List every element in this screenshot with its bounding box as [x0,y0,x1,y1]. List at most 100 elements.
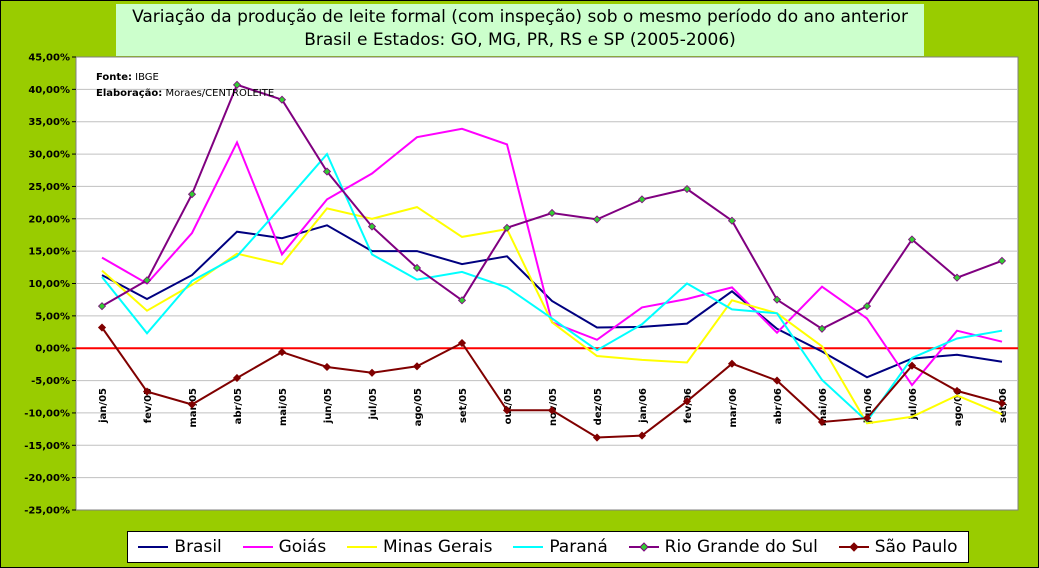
x-tick-label: abr/05 [233,388,244,424]
y-tick-label: 35,00% [28,117,70,128]
x-tick-label: out/05 [503,388,514,424]
data-point-sao-paulo [142,387,152,396]
x-tick-label: abr/06 [773,388,784,424]
source-note: Fonte: IBGE [96,72,159,83]
y-tick-label: 30,00% [28,150,70,161]
legend-swatch [347,546,378,548]
data-point-sao-paulo [862,414,872,423]
series-line-brasil [101,224,1003,379]
x-tick-label: nov/05 [548,388,559,426]
data-point-sao-paulo [412,362,422,371]
x-tick-label: jun/05 [323,388,334,424]
chart-title-box: Variação da produção de leite formal (co… [116,4,924,56]
data-point-sao-paulo [952,386,962,395]
y-tick-label: -5,00% [31,376,70,387]
data-point-rio-grande-do-sul [727,216,737,225]
data-point-rio-grande-do-sul [502,223,512,232]
data-point-rio-grande-do-sul [682,184,692,194]
data-point-sao-paulo [502,406,512,415]
data-point-rio-grande-do-sul [637,195,647,204]
x-tick-label: mai/06 [818,388,829,426]
data-point-rio-grande-do-sul [277,95,287,104]
series-line-minas-gerais [101,206,1003,425]
data-point-rio-grande-do-sul [952,273,962,282]
x-tick-label: ago/06 [953,388,964,426]
y-axis-ticks: -25,00% -20,00% -15,00% -10,00% -5,00% 0,00% 5… [24,53,76,517]
x-tick-label: jun/06 [863,388,874,424]
y-tick-label: 15,00% [28,247,70,258]
data-point-rio-grande-do-sul [97,302,107,311]
x-tick-label: ago/05 [413,388,424,426]
y-tick-label: -25,00% [24,506,70,517]
data-point-sao-paulo [547,406,557,415]
data-point-rio-grande-do-sul [817,324,827,333]
y-tick-label: 45,00% [28,53,70,64]
chart-title: Variação da produção de leite formal (co… [132,7,908,27]
data-point-sao-paulo [637,431,647,440]
legend-label: Brasil [174,537,222,557]
y-tick-label: 5,00% [35,311,70,322]
legend-swatch [513,546,544,548]
legend-swatch [628,542,659,552]
data-point-sao-paulo [187,400,197,409]
series-lines [97,80,1007,442]
x-tick-label: set/05 [458,388,469,423]
data-point-rio-grande-do-sul [322,167,332,176]
data-point-sao-paulo [277,348,287,357]
data-point-sao-paulo [997,399,1007,408]
legend: Brasil Goiás Minas Gerais Paraná Rio Grande … [127,531,969,563]
data-point-sao-paulo [232,373,242,383]
elaboration-value: Moraes/CENTROLEITE [165,88,274,99]
legend-item-sao-paulo: São Paulo [838,537,958,557]
legend-label: Paraná [549,537,608,557]
chart-subtitle: Brasil e Estados: GO, MG, PR, RS e SP (2… [304,30,736,50]
x-tick-label: mai/05 [278,388,289,426]
series-line-parana [101,152,1003,423]
source-label: Fonte: [96,72,132,83]
legend-label: Goiás [278,537,327,557]
data-point-rio-grande-do-sul [907,235,917,244]
legend-label: São Paulo [874,537,958,557]
data-point-rio-grande-do-sul [412,263,422,273]
x-tick-label: mar/05 [188,388,199,428]
legend-label: Minas Gerais [383,537,493,557]
legend-item-rio-grande-do-sul: Rio Grande do Sul [628,537,818,557]
data-point-rio-grande-do-sul [547,208,557,218]
legend-item-brasil: Brasil [138,537,222,557]
elaboration-note: Elaboração: Moraes/CENTROLEITE [96,88,274,99]
data-point-rio-grande-do-sul [592,215,602,224]
x-axis-ticks: jan/05 fev/05 mar/05 abr/05 mai/05 jun/05 jul/… [98,388,1009,428]
data-point-rio-grande-do-sul [457,296,467,305]
x-tick-label: jul/05 [368,388,379,421]
data-point-sao-paulo [727,359,737,368]
data-point-sao-paulo [322,362,332,372]
x-tick-label: dez/05 [593,388,604,425]
y-tick-label: 20,00% [28,214,70,225]
data-point-rio-grande-do-sul [367,222,377,231]
y-tick-label: 0,00% [35,344,70,355]
data-point-rio-grande-do-sul [187,190,197,199]
data-point-sao-paulo [367,368,377,377]
legend-item-parana: Paraná [513,537,608,557]
data-point-sao-paulo [592,433,602,442]
line-chart: -25,00% -20,00% -15,00% -10,00% -5,00% 0,00% 5… [24,53,1019,517]
y-tick-label: 25,00% [28,182,70,193]
legend-swatch [838,542,869,552]
data-point-sao-paulo [907,361,917,370]
legend-item-goias: Goiás [242,537,327,557]
data-point-sao-paulo [97,323,107,332]
x-tick-label: jan/06 [638,388,649,424]
data-point-rio-grande-do-sul [772,295,782,304]
y-tick-label: 40,00% [28,85,70,96]
legend-item-minas-gerais: Minas Gerais [347,537,492,557]
y-tick-label: 10,00% [28,279,70,290]
y-tick-label: -15,00% [24,441,70,452]
data-point-sao-paulo [817,417,827,427]
data-point-sao-paulo [457,338,467,348]
x-tick-label: fev/05 [143,388,154,423]
y-tick-label: -20,00% [24,473,70,484]
data-point-sao-paulo [772,376,782,385]
source-value: IBGE [135,72,159,83]
data-point-rio-grande-do-sul [232,80,242,89]
legend-swatch [242,546,273,548]
